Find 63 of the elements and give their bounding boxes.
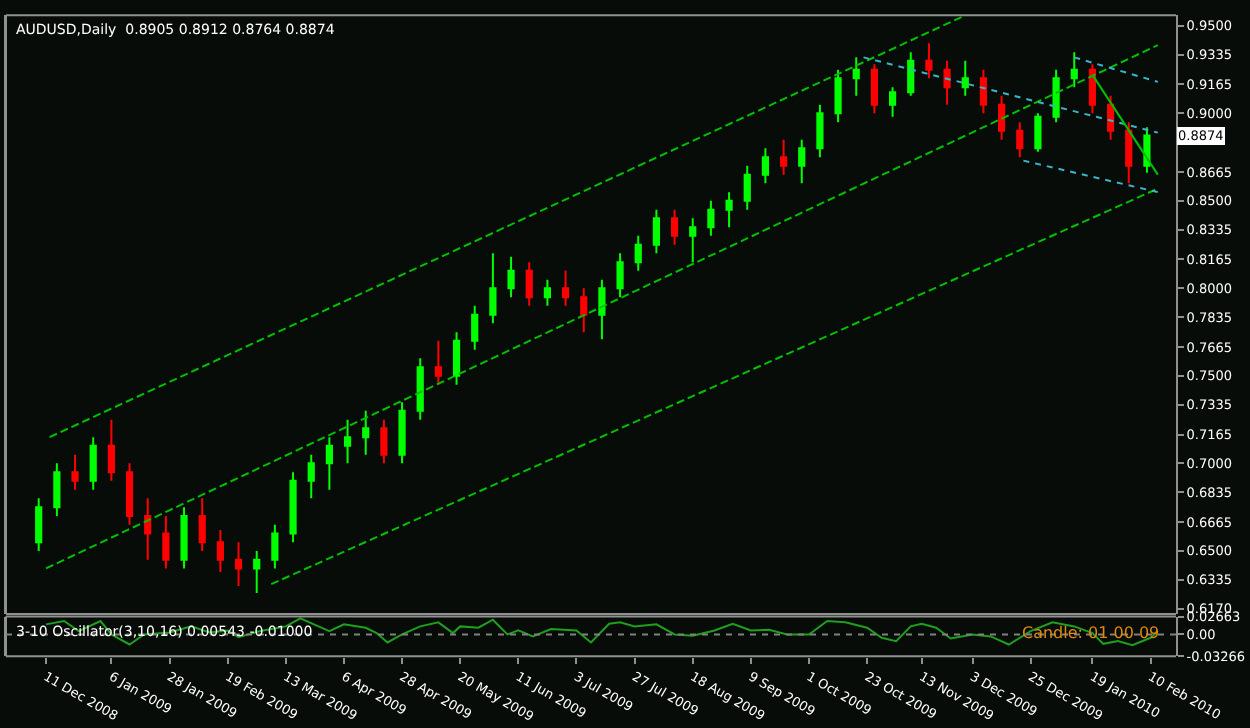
candlestick [561, 269, 570, 307]
candlestick [525, 261, 533, 307]
candlestick [998, 94, 1006, 141]
candlestick [1016, 121, 1024, 159]
candlestick [1125, 121, 1133, 185]
candlestick [71, 453, 79, 491]
candlestick [307, 453, 315, 500]
candlestick [707, 199, 715, 237]
candlestick [234, 541, 243, 587]
candlestick [107, 418, 115, 482]
candlestick [743, 164, 751, 211]
candlestick [1070, 51, 1078, 89]
candlestick [670, 208, 679, 246]
candlestick [198, 497, 206, 552]
candlestick [398, 401, 406, 465]
candlestick [452, 331, 461, 386]
candlestick [1088, 63, 1097, 115]
candlestick [253, 549, 261, 594]
line-series [44, 617, 1159, 647]
candlestick [907, 51, 915, 97]
candlestick [343, 418, 352, 465]
candlestick [979, 68, 988, 115]
candlestick [779, 138, 788, 176]
candlestick [289, 471, 297, 544]
candlestick [761, 147, 769, 185]
candlestick [888, 86, 897, 118]
candlestick [380, 418, 388, 465]
candlestick [852, 56, 860, 97]
candlestick [816, 103, 824, 159]
candlestick [961, 59, 969, 97]
candlestick [144, 497, 152, 561]
candlestick [634, 234, 642, 272]
candlestick [416, 357, 424, 421]
candlestick [1052, 68, 1060, 124]
candlestick [489, 252, 497, 325]
candlestick [125, 462, 134, 526]
candlestick [53, 462, 61, 517]
candlestick [89, 436, 97, 491]
candlestick [725, 191, 733, 229]
candlestick [834, 68, 842, 124]
candlestick [434, 339, 442, 386]
candlestick [471, 304, 479, 351]
candlestick [616, 252, 624, 299]
candlestick [325, 436, 333, 491]
candlestick [925, 42, 933, 80]
candlestick [1143, 126, 1151, 174]
candlestick [580, 287, 588, 334]
candlestick [943, 59, 951, 106]
candlestick [798, 138, 806, 185]
candlestick [180, 506, 188, 570]
candlestick [870, 63, 879, 115]
candlestick [598, 278, 606, 341]
candlestick [1107, 94, 1115, 141]
candlestick [689, 217, 697, 264]
candlestick [162, 514, 170, 570]
candlestick [35, 497, 43, 552]
candlestick [216, 528, 224, 573]
candlestick [543, 278, 551, 307]
candlestick [652, 208, 660, 255]
candlestick [271, 523, 279, 570]
candlestick [1034, 112, 1042, 153]
candlestick [507, 255, 515, 299]
candlestick [362, 409, 370, 456]
